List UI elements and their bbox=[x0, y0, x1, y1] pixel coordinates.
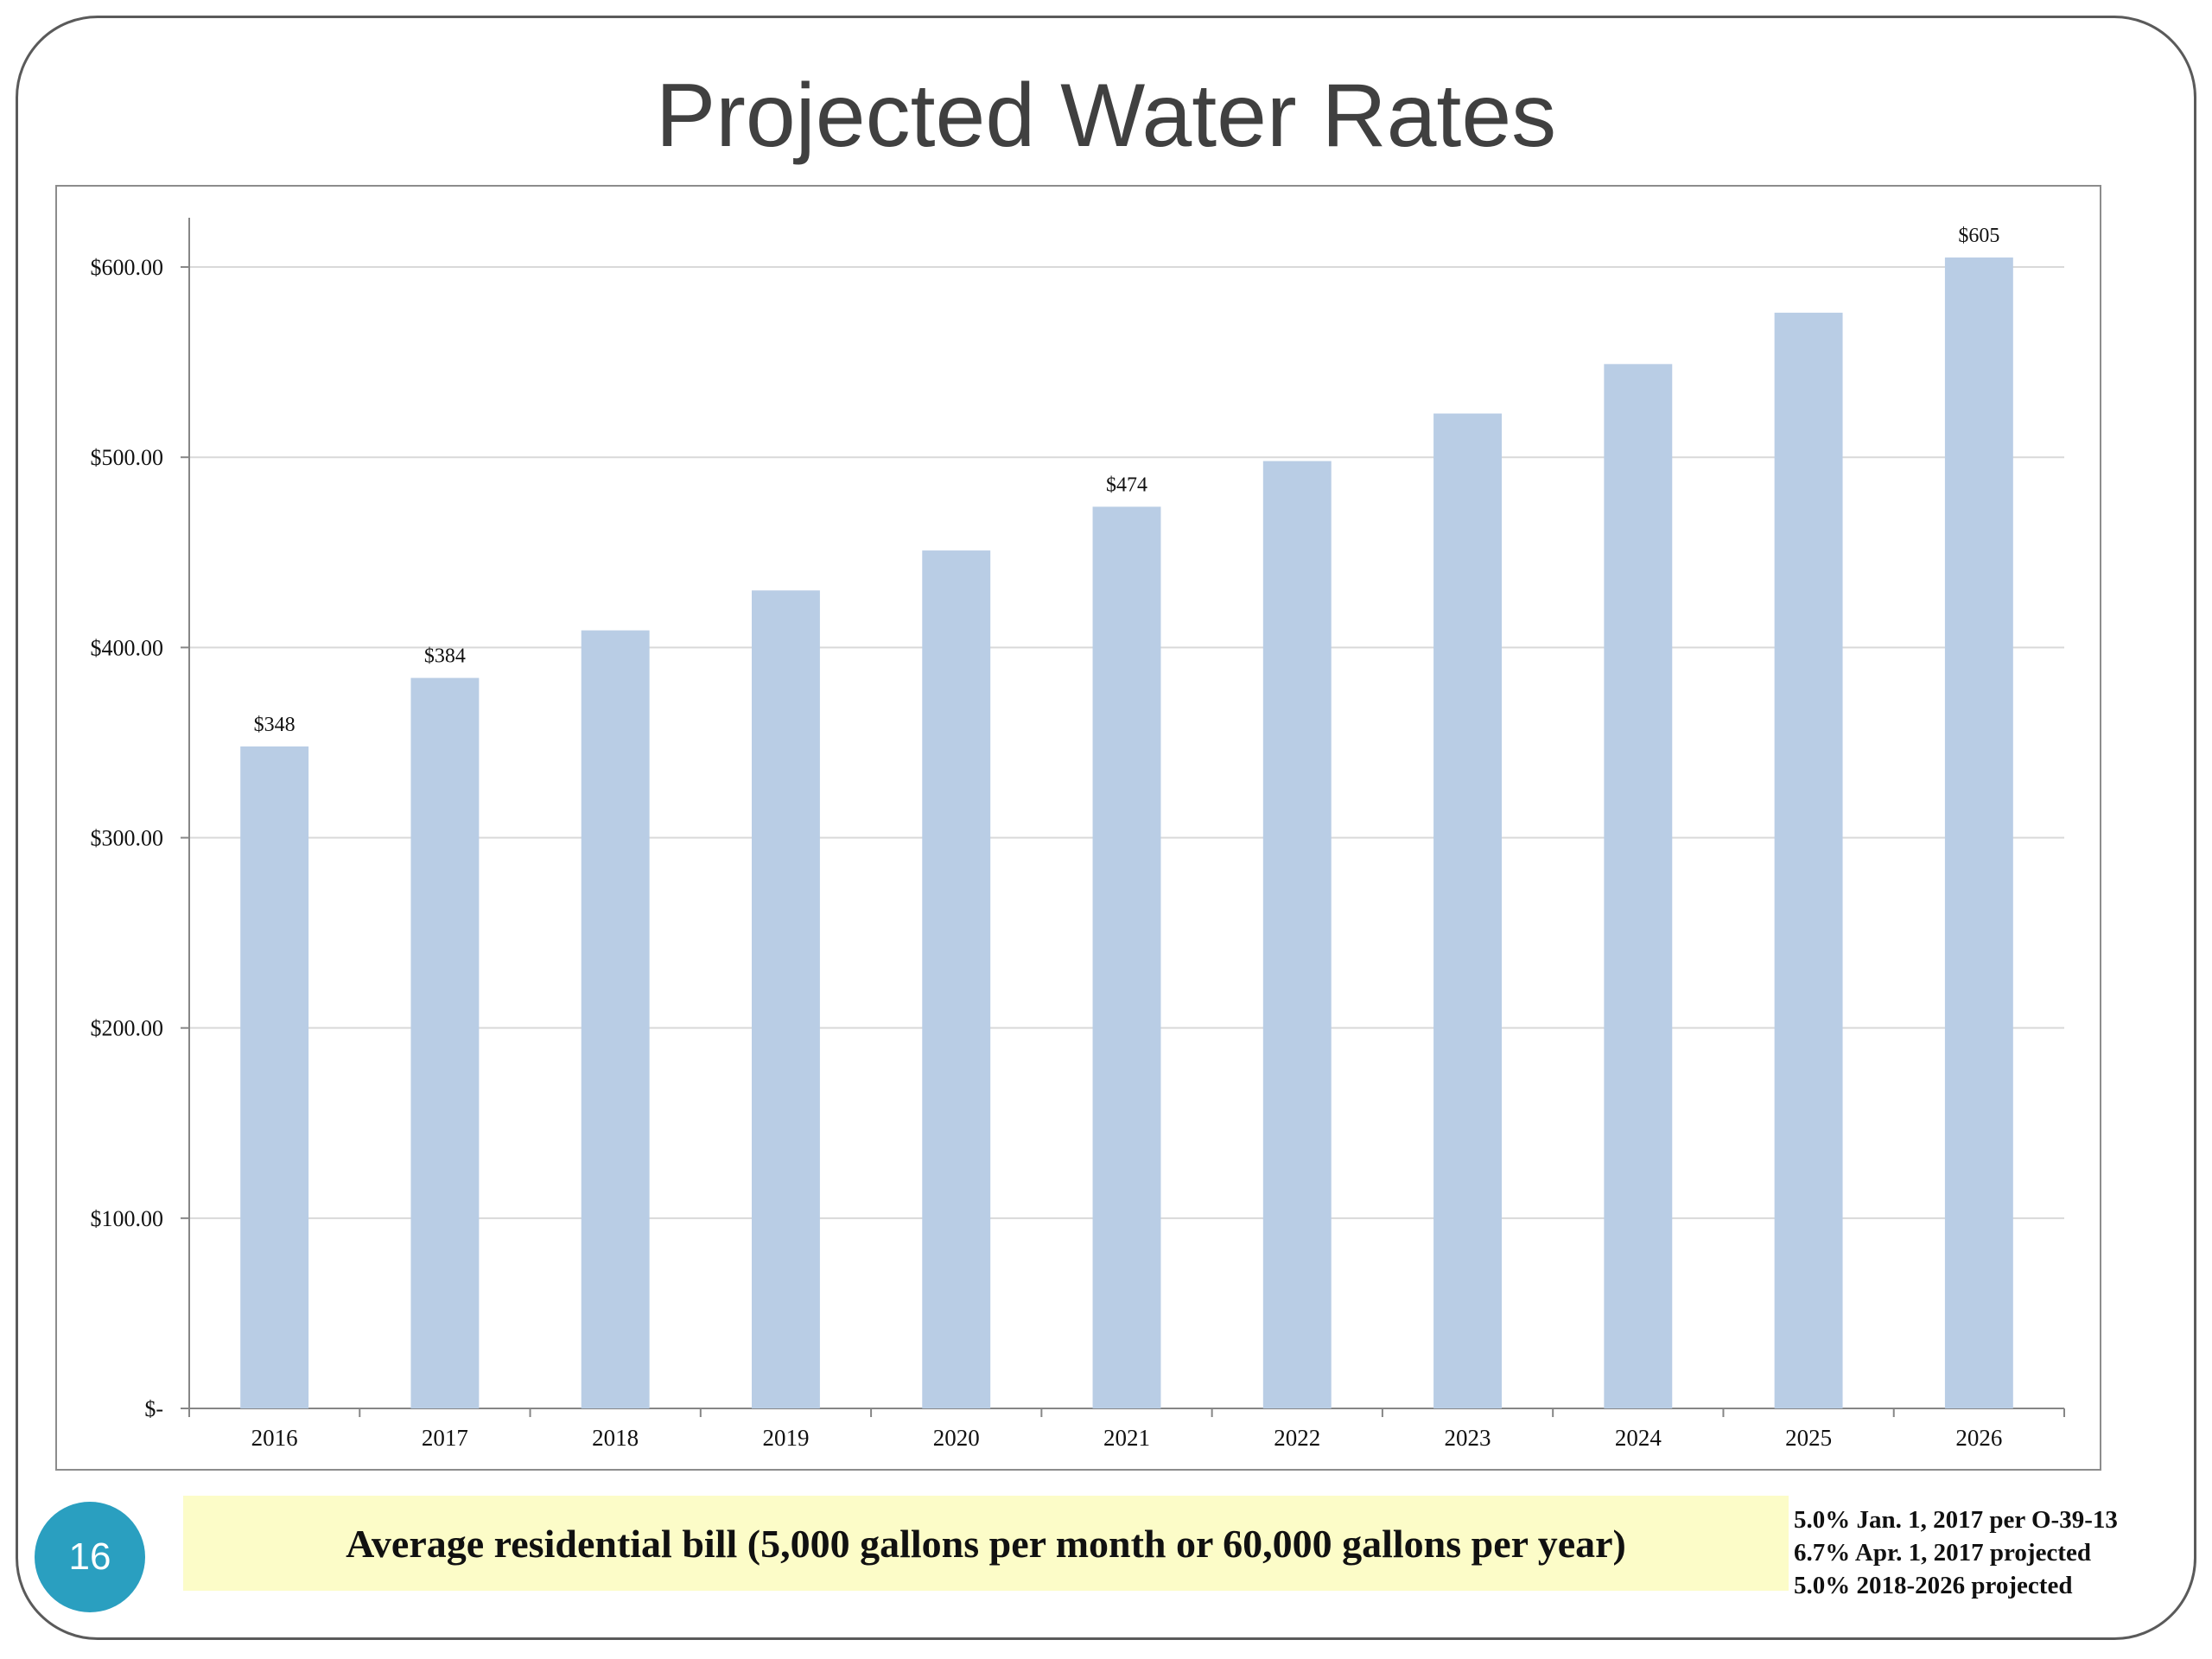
bar bbox=[752, 590, 820, 1408]
bar-chart: $- $100.00 $200.00 $300.00 $400.00 $500.00 $60… bbox=[91, 218, 2065, 1451]
bar bbox=[1604, 364, 1673, 1409]
x-tick-label: 2022 bbox=[1274, 1425, 1320, 1451]
y-tick-label: $200.00 bbox=[91, 1016, 164, 1041]
chart-area bbox=[55, 185, 2101, 1471]
x-tick-label: 2021 bbox=[1103, 1425, 1150, 1451]
slide-title: Projected Water Rates bbox=[655, 66, 1557, 166]
bar bbox=[1774, 312, 1843, 1408]
x-tick-label: 2024 bbox=[1615, 1425, 1662, 1451]
x-tick-label: 2016 bbox=[251, 1425, 298, 1451]
x-tick-label: 2026 bbox=[1955, 1425, 2002, 1451]
chart-caption-text: Average residential bill (5,000 gallons … bbox=[346, 1521, 1626, 1566]
rate-note: 6.7% Apr. 1, 2017 projected bbox=[1794, 1539, 2091, 1567]
bar bbox=[922, 550, 991, 1408]
x-tick-label: 2017 bbox=[422, 1425, 468, 1451]
data-label: $474 bbox=[1106, 474, 1147, 496]
x-tick-label: 2018 bbox=[592, 1425, 639, 1451]
chart-caption: Average residential bill (5,000 gallons … bbox=[183, 1496, 1789, 1591]
y-tick-label: $600.00 bbox=[91, 255, 164, 280]
y-tick-label: $400.00 bbox=[91, 635, 164, 660]
page-number: 16 bbox=[68, 1535, 111, 1578]
page-number-badge: 16 bbox=[35, 1502, 145, 1612]
y-tick-label: $300.00 bbox=[91, 826, 164, 851]
x-tick-label: 2025 bbox=[1785, 1425, 1832, 1451]
bar bbox=[410, 677, 480, 1408]
y-tick-label: $- bbox=[144, 1396, 163, 1421]
bar bbox=[1092, 506, 1161, 1408]
bar bbox=[1944, 257, 2013, 1408]
rate-note: 5.0% 2018-2026 projected bbox=[1794, 1572, 2073, 1599]
bar bbox=[581, 630, 650, 1408]
bar bbox=[240, 746, 309, 1408]
x-tick-label: 2019 bbox=[762, 1425, 809, 1451]
data-label: $605 bbox=[1958, 225, 1999, 247]
rate-note: 5.0% Jan. 1, 2017 per O-39-13 bbox=[1794, 1506, 2118, 1534]
x-tick-label: 2020 bbox=[933, 1425, 980, 1451]
bar bbox=[1262, 461, 1332, 1408]
y-tick-label: $100.00 bbox=[91, 1206, 164, 1231]
data-label: $348 bbox=[254, 714, 296, 736]
x-tick-label: 2023 bbox=[1445, 1425, 1491, 1451]
y-tick-label: $500.00 bbox=[91, 445, 164, 470]
bar bbox=[1433, 413, 1502, 1408]
rate-notes: 5.0% Jan. 1, 2017 per O-39-13 6.7% Apr. … bbox=[1794, 1503, 2200, 1602]
data-label: $384 bbox=[424, 645, 466, 668]
